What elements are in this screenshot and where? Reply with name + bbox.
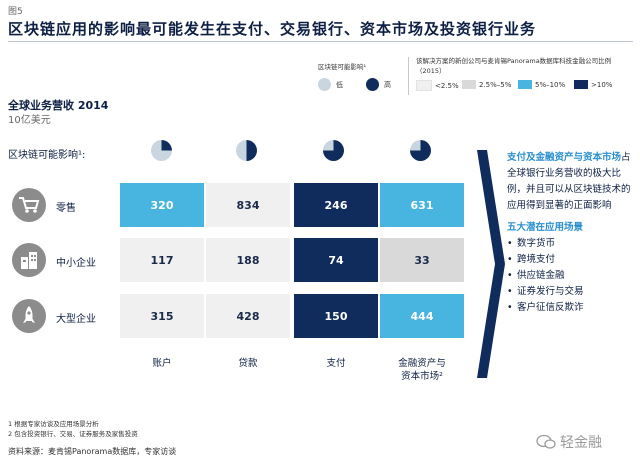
swatch-gt10 [574,80,588,89]
cell-sme-loans: 188 [206,238,290,282]
cell-retail-payments: 246 [294,183,378,227]
title-divider [8,41,633,42]
list-item: • 数字货币 [507,238,556,249]
legend-impact-title: 区块链可能影响¹ [318,63,367,71]
impact-row-label: 区块链可能影响¹: [8,150,86,161]
legend-share-label: >10% [591,80,613,89]
sidebar-highlight: 支付及金融资产与资本市场 [507,152,622,163]
chat-bubble-icon [536,434,556,449]
legend-separator [408,57,409,95]
figure-label: 图5 [8,7,23,17]
cell-corporate-payments: 150 [294,294,378,338]
legend-share-label: 2.5%–5% [479,80,512,89]
col-label-capital-markets: 金融资产与 资本市场² [398,358,446,382]
legend-high-label: 高 [384,80,391,89]
col-label-loans: 贷款 [238,358,258,369]
legend-share-5-10: 5%–10% [518,80,565,89]
legend-share-label: 5%–10% [535,80,566,89]
chevron-arrow-icon [477,150,505,378]
cell-retail-capital-markets: 631 [380,183,464,227]
cell-corporate-accounts: 315 [120,294,204,338]
legend-low-label: 低 [336,80,343,89]
section-title: 全球业务营收 2014 [8,99,109,112]
high-impact-circle [366,78,379,91]
watermark: 轻金融 [536,432,602,452]
list-item: • 跨境支付 [507,254,556,265]
list-item: • 客户征信反欺诈 [507,302,584,313]
cell-retail-loans: 834 [206,183,290,227]
sidebar-insight: 支付及金融资产与资本市场占全球银行业务营收的极大比例，并且可以从区块链技术的应用… [507,150,631,316]
legend-impact-high: 高 [366,78,391,91]
legend-share-gt10: >10% [574,80,612,89]
col-label-payments: 支付 [326,358,346,369]
impact-pie-accounts [151,140,172,161]
watermark-text: 轻金融 [560,435,602,451]
row-label-retail: 零售 [56,203,76,214]
swatch-lt2-5 [416,80,432,91]
row-label-sme: 中小企业 [56,258,96,269]
list-item: • 供应链金融 [507,270,565,281]
buildings-icon [12,243,46,277]
page-title: 区块链应用的影响最可能发生在支付、交易银行、资本市场及投资银行业务 [8,20,537,38]
impact-pie-loans [236,140,257,161]
legend-share-label: <2.5% [435,81,459,90]
sidebar-body: 占全球银行业务营收的极大比例，并且可以从区块链技术的应用得到显著的正面影响 [507,152,631,211]
list-item: • 证券发行与交易 [507,286,584,297]
cell-sme-payments: 74 [294,238,378,282]
sidebar-list-title: 五大潜在应用场景 [507,222,584,233]
row-label-corporate: 大型企业 [56,314,96,325]
low-impact-circle [318,78,331,91]
section-unit: 10亿美元 [8,115,51,126]
col-label-accounts: 账户 [152,358,172,369]
swatch-2-5-5 [462,80,476,89]
cell-corporate-capital-markets: 444 [380,294,464,338]
cell-sme-accounts: 117 [120,238,204,282]
impact-pie-payments [323,140,344,161]
cell-corporate-loans: 428 [206,294,290,338]
rocket-icon [12,299,46,333]
swatch-5-10 [518,80,532,89]
source-note: 资料来源：麦肯锡Panorama数据库，专家访谈 [8,447,177,456]
impact-pie-capital-markets [410,140,431,161]
cell-sme-capital-markets: 33 [380,238,464,282]
legend-share-lt2-5: <2.5% [416,80,459,91]
cell-retail-accounts: 320 [120,183,204,227]
legend-share-title: 该解决方案的新创公司与麦肯锡Panorama数据库科技金融公司比例（2015） [416,57,612,75]
legend-impact-low: 低 [318,78,343,91]
sidebar-list: • 数字货币 • 跨境支付 • 供应链金融 • 证券发行与交易 • 客户征信反欺诈 [507,236,631,316]
legend-share-2-5-5: 2.5%–5% [462,80,511,89]
footnote-2: 2 包含投资银行、交易、证券服务及家售投资 [8,430,138,438]
shopping-cart-icon [12,188,46,222]
footnote-1: 1 根据专家访谈及应用场景分析 [8,420,99,428]
